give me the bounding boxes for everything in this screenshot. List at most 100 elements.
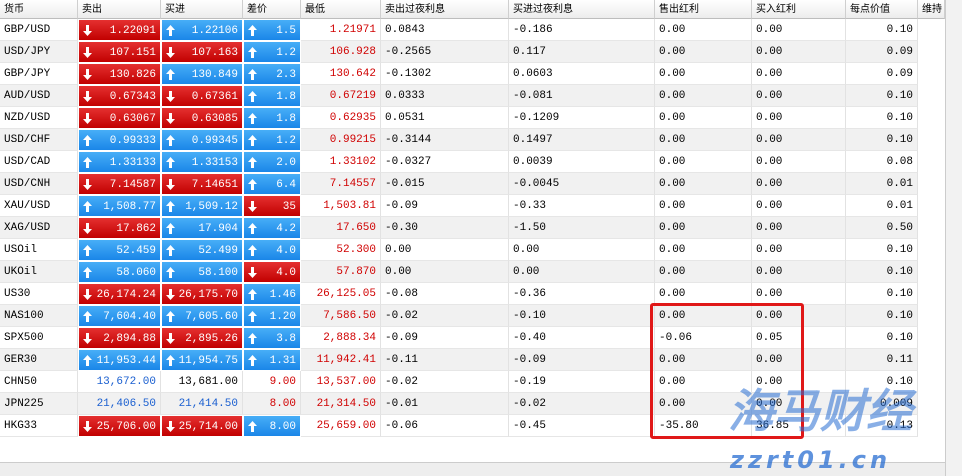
symbol-cell[interactable]: XAU/USD [0,195,78,217]
up-arrow [248,47,257,58]
cell-text: 0.0039 [513,156,553,168]
symbol-cell[interactable]: XAG/USD [0,217,78,239]
symbol-cell[interactable]: USD/JPY [0,41,78,63]
cell-text: 0.00 [659,200,686,212]
data-cell: 0.0843 [381,19,509,41]
cell-text: 0.00 [659,376,686,388]
symbol-cell[interactable]: CHN50 [0,371,78,393]
column-header[interactable]: 维持 [918,0,945,19]
data-cell: 25,714.00 [161,415,243,437]
cell-text: 0.00 [659,24,686,36]
symbol-cell[interactable]: UKOil [0,261,78,283]
cell-text: 107.151 [109,47,156,59]
data-cell: 0.67219 [301,85,381,107]
data-cell: 0.00 [655,173,752,195]
cell-text: USD/CNH [4,178,51,190]
symbol-cell[interactable]: SPX500 [0,327,78,349]
data-cell: -0.09 [381,195,509,217]
cell-text: 52.300 [336,244,376,256]
cell-text: XAU/USD [4,200,51,212]
data-cell: 7,586.50 [301,305,381,327]
cell-text: 0.00 [659,310,686,322]
up-arrow [248,113,257,124]
data-cell: 58.100 [161,261,243,283]
down-arrow [166,47,175,58]
data-cell: 0.00 [655,63,752,85]
symbol-cell[interactable]: GBP/USD [0,19,78,41]
cell-text: 0.10 [886,266,913,278]
data-cell: 0.00 [655,261,752,283]
down-arrow [166,179,175,190]
column-header[interactable]: 差价 [243,0,301,19]
data-cell: 0.00 [752,393,846,415]
up-arrow [248,25,257,36]
column-header[interactable]: 卖出 [78,0,161,19]
symbol-cell[interactable]: GBP/JPY [0,63,78,85]
column-header[interactable]: 售出红利 [655,0,752,19]
data-cell: -0.081 [509,85,655,107]
cell-text: 4.2 [276,223,296,235]
symbol-cell[interactable]: USD/CAD [0,151,78,173]
symbol-cell[interactable]: HKG33 [0,415,78,437]
data-cell: 0.00 [752,85,846,107]
data-cell: 0.00 [752,107,846,129]
cell-text: 0.00 [659,222,686,234]
symbol-cell[interactable]: AUD/USD [0,85,78,107]
data-cell: 2.0 [243,151,301,173]
data-cell: 0.117 [509,41,655,63]
data-cell: 0.00 [655,371,752,393]
symbol-cell[interactable]: NAS100 [0,305,78,327]
cell-text: -1.50 [513,222,547,234]
data-cell: 0.11 [846,349,918,371]
data-cell: 0.00 [655,217,752,239]
data-cell: -0.02 [381,305,509,327]
cell-text: 13,681.00 [178,376,238,388]
column-header[interactable]: 卖出过夜利息 [381,0,509,19]
up-arrow [248,245,257,256]
cell-text: XAG/USD [4,222,51,234]
cell-text: 0.00 [659,244,686,256]
symbol-cell[interactable]: GER30 [0,349,78,371]
data-cell: 13,672.00 [78,371,161,393]
data-cell: 0.00 [655,349,752,371]
symbol-cell[interactable]: USOil [0,239,78,261]
cell-text: 0.01 [886,178,913,190]
column-header[interactable]: 买进过夜利息 [509,0,655,19]
cell-text: 21,314.50 [316,398,376,410]
cell-text: 26,174.24 [96,289,156,301]
data-cell: 8.00 [243,415,301,437]
cell-text: 差价 [247,4,267,15]
column-header[interactable]: 买进 [161,0,243,19]
up-arrow [83,201,92,212]
v-scrollbar[interactable] [945,0,962,476]
column-header[interactable]: 货币 [0,0,78,19]
column-header[interactable]: 买入红利 [752,0,846,19]
symbol-cell[interactable]: US30 [0,283,78,305]
data-cell: -1.50 [509,217,655,239]
h-scrollbar[interactable] [0,462,945,476]
data-cell: 1.20 [243,305,301,327]
cell-text: -0.02 [385,376,419,388]
symbol-cell[interactable]: NZD/USD [0,107,78,129]
column-header[interactable]: 最低 [301,0,381,19]
column-header[interactable]: 每点价值 [846,0,918,19]
up-arrow [248,135,257,146]
cell-text: 13,672.00 [96,376,156,388]
symbol-cell[interactable]: JPN225 [0,393,78,415]
cell-text: 0.13 [886,420,913,432]
data-cell: 0.00 [752,173,846,195]
cell-text: 36.85 [756,420,790,432]
cell-text: 58.060 [116,267,156,279]
cell-text: -0.06 [659,332,693,344]
cell-text: 买进 [165,4,185,15]
cell-text: 1.2 [276,47,296,59]
cell-text: -0.02 [513,398,547,410]
symbol-cell[interactable]: USD/CNH [0,173,78,195]
data-cell: 0.00 [752,217,846,239]
cell-text: 7.14557 [329,178,376,190]
symbol-cell[interactable]: USD/CHF [0,129,78,151]
cell-text: 0.00 [756,134,783,146]
data-cell: 130.642 [301,63,381,85]
data-cell: 0.67343 [78,85,161,107]
cell-text: 买进过夜利息 [513,4,573,15]
